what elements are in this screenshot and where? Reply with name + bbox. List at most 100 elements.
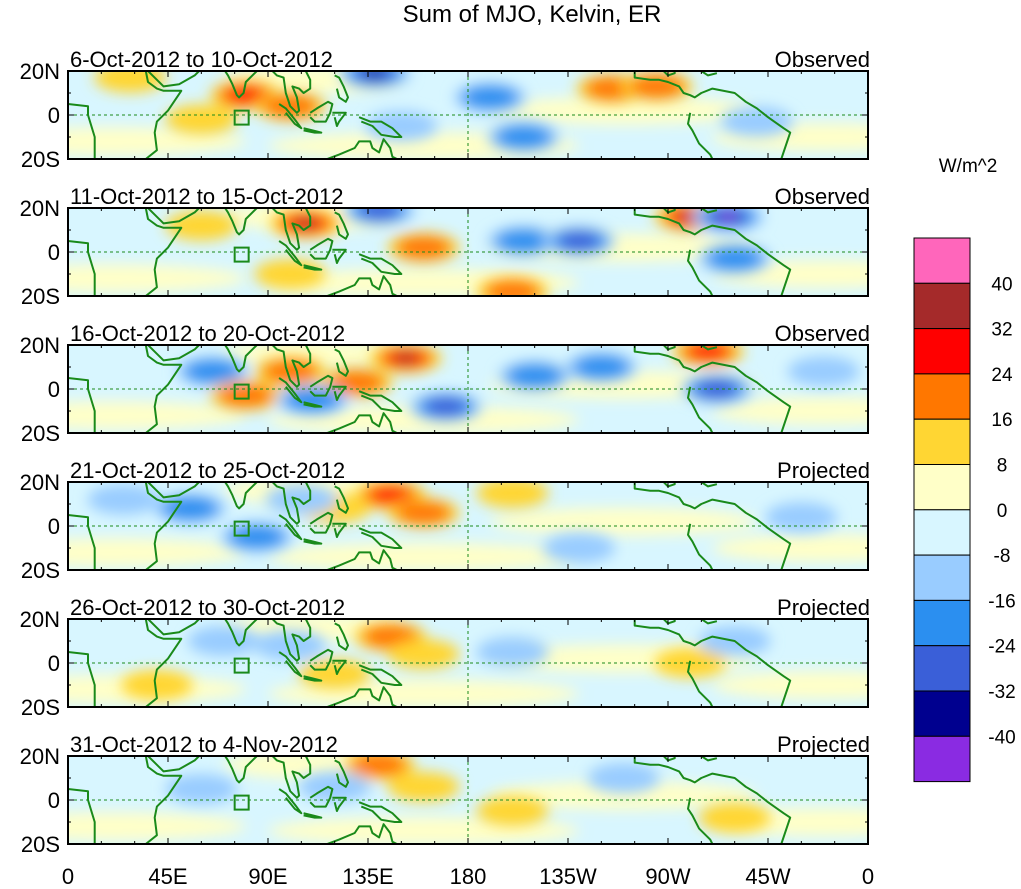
anomaly-blob bbox=[720, 211, 736, 222]
coastline bbox=[358, 527, 403, 549]
coastline bbox=[278, 103, 303, 130]
lat-tick-label: 0 bbox=[48, 788, 60, 813]
anomaly-blob bbox=[476, 482, 549, 508]
coastlines bbox=[68, 619, 792, 707]
coastline bbox=[303, 538, 323, 545]
lat-tick-label: 20N bbox=[20, 744, 60, 769]
coastline bbox=[278, 514, 303, 541]
colorbar-swatch bbox=[913, 735, 971, 783]
coastline bbox=[278, 240, 303, 267]
anomaly-blob bbox=[687, 345, 729, 360]
coastline bbox=[271, 345, 312, 388]
coastline bbox=[214, 756, 259, 784]
lon-tick-label: 90E bbox=[248, 864, 287, 889]
colorbar-swatch bbox=[913, 690, 971, 737]
coastline bbox=[147, 482, 200, 499]
anomaly-blob bbox=[425, 398, 466, 415]
anomaly-blob bbox=[265, 484, 338, 515]
coastline bbox=[147, 756, 200, 773]
weak-band bbox=[68, 264, 246, 293]
coastline bbox=[68, 208, 183, 296]
colorbar-swatch bbox=[913, 464, 971, 511]
coastline bbox=[303, 812, 323, 819]
coastline bbox=[358, 253, 403, 275]
anomaly-blob bbox=[293, 218, 319, 229]
lat-tick-label: 20S bbox=[21, 558, 60, 583]
anomaly-blob bbox=[573, 355, 630, 379]
lon-tick-label: 135E bbox=[342, 864, 393, 889]
anomaly-blob bbox=[120, 670, 193, 700]
anomaly-blob bbox=[765, 502, 838, 533]
lat-tick-label: 0 bbox=[48, 514, 60, 539]
panel-status: Projected bbox=[777, 595, 870, 620]
colorbar: W/m^2 40 32 24 16 8 0 -8 -16 -24 -32 -40 bbox=[913, 156, 1016, 783]
coastline bbox=[271, 482, 312, 525]
weak-band bbox=[268, 542, 580, 570]
colorbar-label: 32 bbox=[991, 320, 1012, 341]
colorbar-label: 8 bbox=[997, 456, 1008, 477]
region-box bbox=[233, 109, 250, 126]
coastline bbox=[309, 100, 334, 123]
lat-tick-label: 20N bbox=[20, 607, 60, 632]
coastlines bbox=[68, 756, 792, 844]
coastline bbox=[698, 482, 718, 488]
region-box bbox=[233, 794, 250, 811]
coastline bbox=[358, 801, 403, 823]
coastline bbox=[214, 619, 259, 647]
anomaly-field bbox=[68, 208, 868, 296]
anomaly-blob bbox=[370, 486, 411, 504]
weak-band bbox=[712, 671, 868, 699]
coastline bbox=[687, 523, 714, 570]
coastline bbox=[309, 648, 334, 671]
lat-tick-label: 20N bbox=[20, 59, 60, 84]
region-box bbox=[233, 657, 250, 674]
weak-band bbox=[68, 401, 246, 430]
coastline bbox=[358, 664, 403, 686]
colorbar-label: 24 bbox=[991, 365, 1013, 386]
coastline bbox=[324, 412, 398, 433]
lat-tick-label: 20N bbox=[20, 470, 60, 495]
panel-date-range: 11-Oct-2012 to 15-Oct-2012 bbox=[70, 184, 344, 209]
coastlines bbox=[68, 208, 792, 296]
weak-band bbox=[68, 127, 246, 156]
panel-status: Projected bbox=[777, 732, 870, 757]
panel-status: Projected bbox=[777, 458, 870, 483]
coastline bbox=[303, 675, 323, 682]
coastline bbox=[309, 374, 334, 397]
anomaly-blob bbox=[393, 353, 419, 364]
anomaly-blob bbox=[484, 279, 541, 296]
coastline bbox=[68, 619, 183, 707]
colorbar-swatch bbox=[913, 599, 971, 647]
coastlines bbox=[68, 345, 792, 433]
coastline bbox=[698, 345, 718, 351]
colorbar-label: 16 bbox=[991, 410, 1012, 431]
coastline bbox=[698, 619, 718, 625]
anomaly-blob bbox=[628, 74, 685, 99]
lon-tick-label: 45W bbox=[745, 864, 790, 889]
anomaly-blob bbox=[387, 771, 460, 802]
coastline bbox=[358, 116, 403, 138]
anomaly-blob bbox=[720, 106, 793, 137]
lon-tick-label: 45E bbox=[148, 864, 187, 889]
colorbar-label: -16 bbox=[988, 591, 1015, 612]
coastline bbox=[303, 127, 323, 134]
coastline bbox=[214, 345, 259, 373]
coastline bbox=[303, 264, 323, 271]
coastline bbox=[332, 522, 347, 538]
coastline bbox=[271, 71, 312, 114]
chart-title: Sum of MJO, Kelvin, ER bbox=[403, 1, 662, 28]
weak-band bbox=[712, 534, 868, 562]
anomaly-blob bbox=[165, 104, 238, 135]
weak-band bbox=[712, 397, 868, 425]
region-box bbox=[233, 383, 250, 400]
coastline bbox=[68, 71, 183, 159]
anomaly-blob bbox=[387, 639, 460, 670]
region-box bbox=[233, 520, 250, 537]
coastline bbox=[633, 482, 792, 570]
anomaly-blob bbox=[217, 383, 274, 408]
coastline bbox=[334, 622, 349, 651]
anomaly-blob bbox=[94, 71, 167, 93]
lat-tick-label: 20S bbox=[21, 284, 60, 309]
colorbar-swatch bbox=[913, 554, 971, 601]
